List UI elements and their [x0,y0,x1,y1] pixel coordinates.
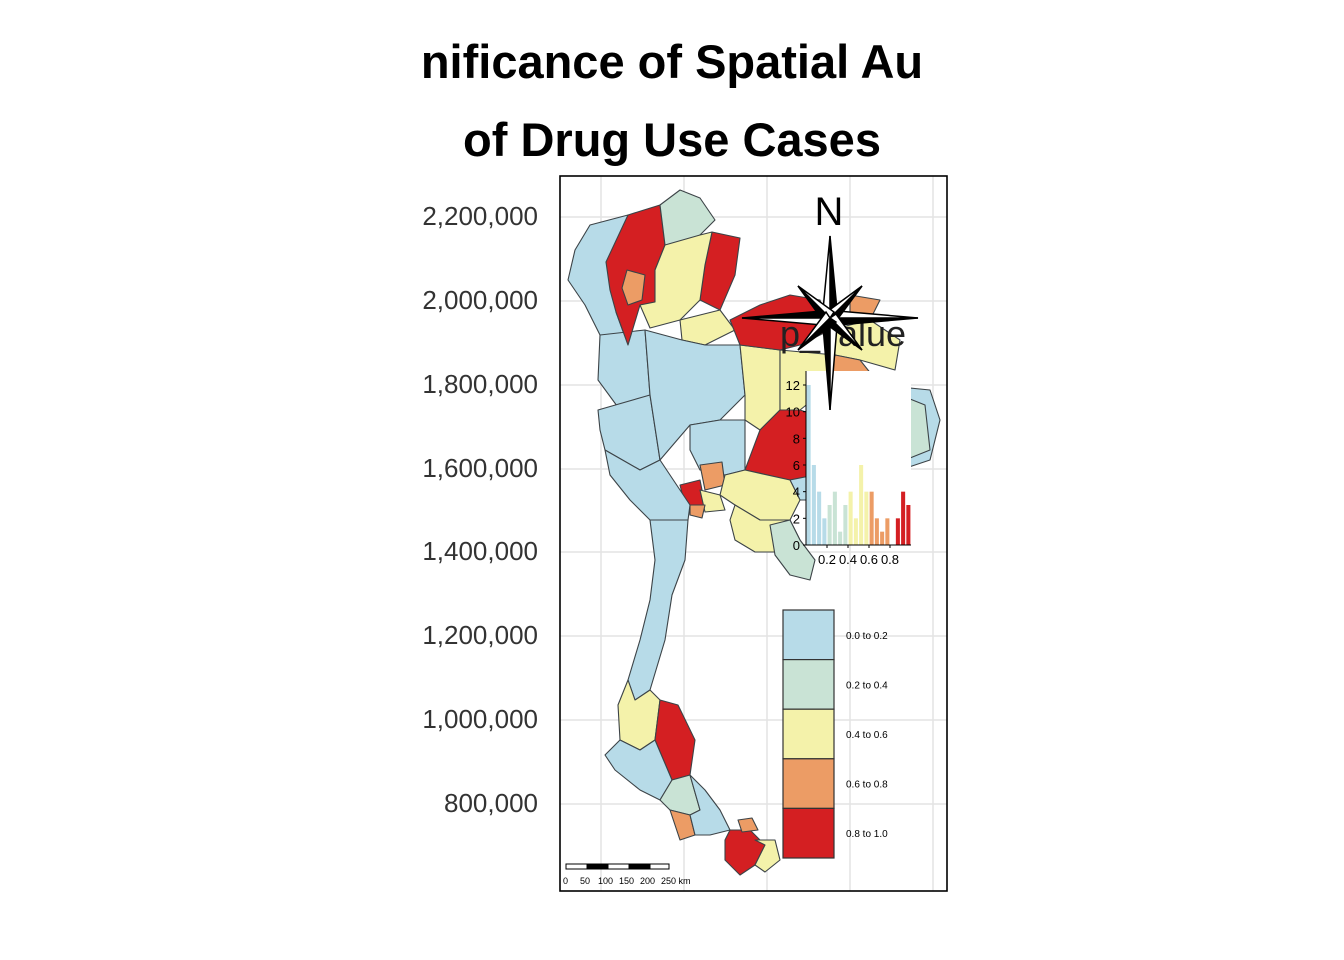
histogram-bar [859,465,864,545]
histogram-y-tick-label: 4 [793,485,800,500]
y-tick-label: 2,000,000 [422,285,538,315]
histogram-bar [848,491,853,545]
legend-swatch [782,708,835,760]
histogram-y-ticks: 0 2 4 6 8 10 12 [786,378,806,553]
legend-classes: 0.0 to 0.2 0.2 to 0.4 0.4 to 0.6 0.6 to 0.8… [782,609,888,859]
province-polygon [644,329,746,461]
histogram-bar [906,505,911,545]
histogram-x-tick-label: 0.6 [860,552,878,567]
histogram-bar [838,531,843,545]
histogram-y-tick-label: 2 [793,511,800,526]
histogram-y-tick-label: 8 [793,431,800,446]
y-tick-label: 1,800,000 [422,369,538,399]
legend-swatch [782,807,835,859]
province-polygon [621,269,646,306]
compass-rose-icon: N [741,190,919,411]
province-polygon [689,504,706,519]
province-polygon [754,839,781,873]
legend-label: 0.4 to 0.6 [846,730,888,741]
legend-histogram: 0 2 4 6 8 10 12 0.2 0.4 0.6 0.8 [786,371,911,567]
histogram-x-tick-label: 0.8 [881,552,899,567]
histogram-bar [811,465,816,545]
histogram-x-ticks: 0.2 0.4 0.6 0.8 [818,545,899,567]
province-polygon [679,309,736,346]
legend-swatch [782,658,835,710]
province-polygon [737,817,759,833]
legend-label: 0.8 to 1.0 [846,829,888,840]
histogram-bar [843,505,848,545]
y-tick-label: 2,200,000 [422,201,538,231]
map-title-line-1: nificance of Spatial Au [420,35,924,88]
province-polygon [724,829,766,876]
scale-bar-label: 250 km [661,876,691,886]
histogram-y-tick-label: 10 [786,405,800,420]
y-tick-label: 1,600,000 [422,453,538,483]
histogram-bar [827,505,832,545]
legend-label: 0.0 to 0.2 [846,631,888,642]
province-polygon [699,461,726,491]
histogram-bar [817,491,822,545]
histogram-bar [895,518,900,545]
map-frame [559,175,948,892]
scale-bar-label: 100 [598,876,613,886]
histogram-bar [864,491,869,545]
histogram-x-tick-label: 0.2 [818,552,836,567]
scale-bar-label: 200 [640,876,655,886]
histogram-bar [880,531,885,545]
histogram-bar [806,385,811,545]
histogram-y-tick-label: 12 [786,378,800,393]
histogram-y-tick-label: 6 [793,458,800,473]
map-title: nificance of Spatial Au of Drug Use Case… [398,28,946,178]
histogram-panel [806,371,911,545]
y-tick-label: 1,400,000 [422,536,538,566]
histogram-x-tick-label: 0.4 [839,552,857,567]
histogram-bars [806,385,911,545]
legend-label: 0.6 to 0.8 [846,780,888,791]
histogram-bar [832,491,837,545]
y-tick-label: 1,200,000 [422,620,538,650]
y-tick-label: 1,000,000 [422,704,538,734]
legend-label: 0.2 to 0.4 [846,680,888,691]
map-title-line-2: of Drug Use Cases [463,113,881,166]
histogram-bar [869,491,874,545]
scale-bar: 0 50 100 150 200 250 km [563,863,691,886]
histogram-y-tick-label: 0 [793,538,800,553]
scale-bar-label: 0 [563,876,568,886]
scale-bar-label: 150 [619,876,634,886]
legend-swatch [782,758,835,809]
province-polygon [769,519,816,581]
legend-swatch [782,609,835,661]
compass-north-label: N [815,190,844,234]
histogram-bar [822,518,827,545]
province-polygon [689,774,731,836]
histogram-bar [853,518,858,545]
histogram-bar [901,491,906,545]
y-tick-label: 800,000 [444,788,538,818]
histogram-bar [885,518,890,545]
histogram-bar [874,518,879,545]
scale-bar-label: 50 [580,876,590,886]
